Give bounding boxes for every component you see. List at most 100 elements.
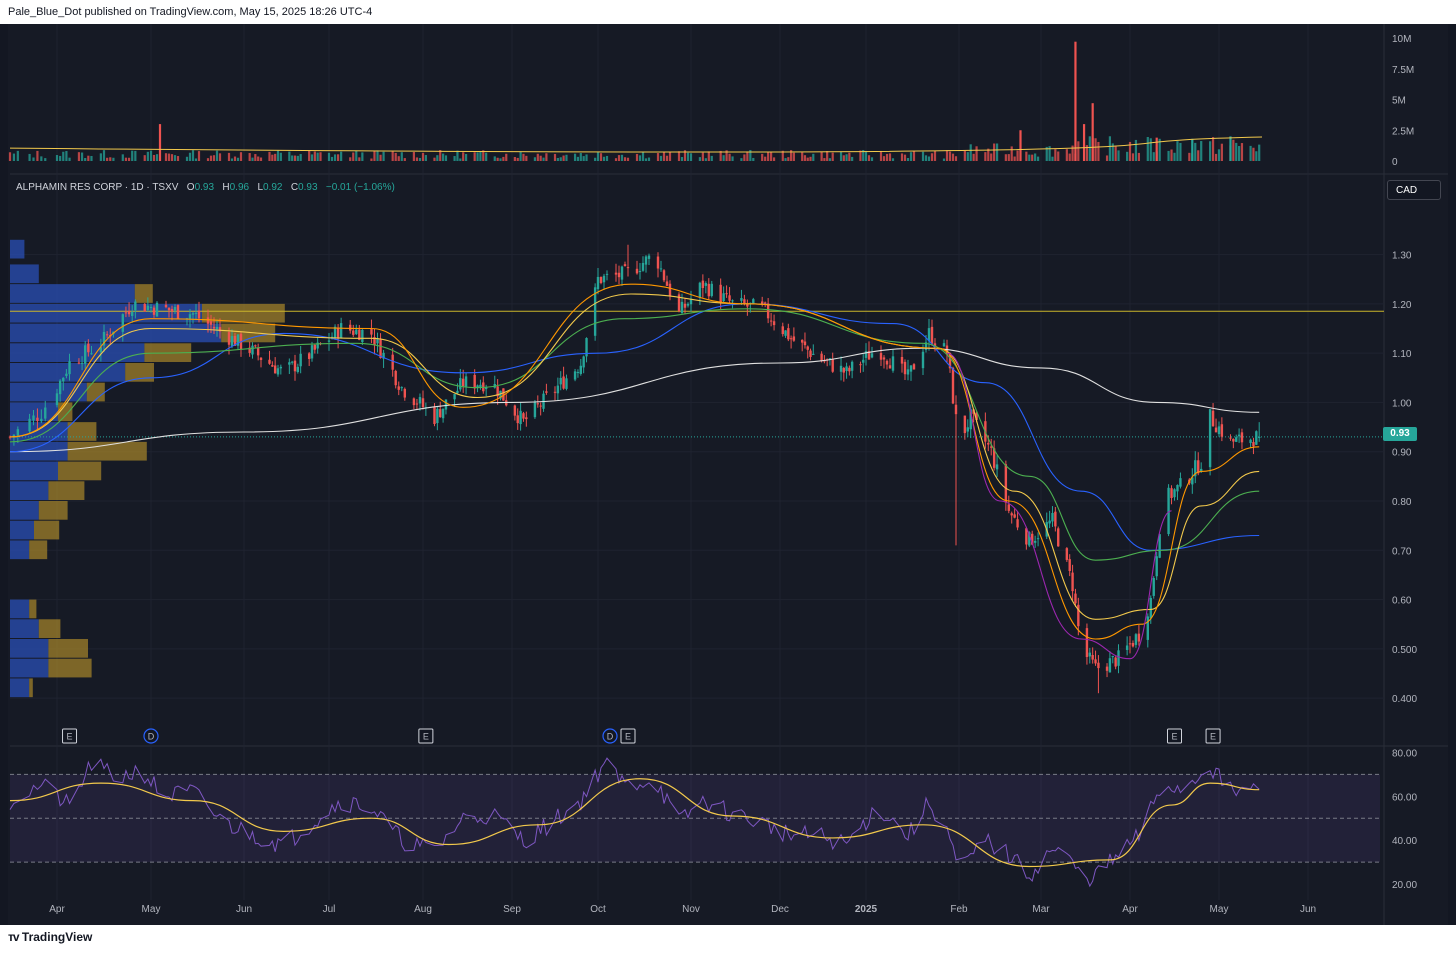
candle-down[interactable] — [496, 386, 499, 397]
candle-up[interactable] — [927, 328, 931, 342]
candle-up[interactable] — [891, 356, 895, 371]
candle-up[interactable] — [149, 306, 153, 308]
candle-down[interactable] — [1065, 548, 1069, 560]
candle-down[interactable] — [769, 320, 773, 322]
candle-up[interactable] — [845, 366, 848, 371]
candle-down[interactable] — [728, 295, 731, 301]
candle-down[interactable] — [668, 283, 672, 297]
candle-down[interactable] — [1091, 654, 1094, 660]
candle-down[interactable] — [707, 283, 710, 297]
candle-up[interactable] — [605, 273, 609, 275]
currency-button[interactable]: CAD — [1387, 180, 1441, 200]
candle-up[interactable] — [65, 373, 68, 376]
candle-down[interactable] — [912, 364, 916, 370]
candle-up[interactable] — [382, 352, 385, 359]
candle-up[interactable] — [16, 429, 20, 436]
candle-up[interactable] — [276, 368, 280, 375]
candle-down[interactable] — [545, 391, 548, 393]
candle-down[interactable] — [254, 345, 257, 347]
candle-up[interactable] — [146, 305, 150, 310]
candle-down[interactable] — [248, 347, 251, 353]
candle-down[interactable] — [124, 312, 128, 314]
candle-down[interactable] — [1094, 659, 1097, 664]
candle-down[interactable] — [176, 305, 180, 319]
candle-down[interactable] — [1170, 488, 1173, 498]
candle-up[interactable] — [559, 377, 562, 385]
candle-up[interactable] — [1033, 540, 1037, 543]
candle-down[interactable] — [683, 303, 687, 308]
candle-down[interactable] — [562, 376, 565, 389]
candle-down[interactable] — [349, 324, 352, 331]
candle-down[interactable] — [502, 388, 505, 401]
candle-down[interactable] — [882, 357, 886, 360]
candle-down[interactable] — [617, 272, 621, 278]
candle-down[interactable] — [394, 370, 397, 386]
candle-up[interactable] — [704, 283, 708, 286]
candle-down[interactable] — [1137, 633, 1141, 642]
candle-up[interactable] — [784, 330, 787, 336]
candle-up[interactable] — [641, 262, 645, 271]
candle-up[interactable] — [812, 353, 815, 355]
candle-up[interactable] — [188, 314, 192, 319]
candle-up[interactable] — [400, 387, 403, 389]
candle-down[interactable] — [397, 386, 400, 390]
candle-up[interactable] — [40, 418, 43, 422]
candle-up[interactable] — [418, 397, 422, 404]
candle-up[interactable] — [1217, 426, 1221, 435]
candle-up[interactable] — [906, 369, 910, 375]
candle-up[interactable] — [752, 299, 755, 305]
candle-down[interactable] — [209, 321, 213, 325]
candle-down[interactable] — [1232, 438, 1235, 442]
candle-up[interactable] — [339, 323, 343, 339]
candle-up[interactable] — [310, 345, 314, 359]
candle-down[interactable] — [421, 398, 425, 408]
candle-down[interactable] — [948, 353, 952, 369]
candle-down[interactable] — [1128, 643, 1132, 645]
candle-down[interactable] — [933, 343, 937, 347]
moving-average-line[interactable] — [9, 347, 1260, 453]
candle-down[interactable] — [614, 272, 618, 275]
candle-down[interactable] — [1010, 513, 1013, 516]
candle-up[interactable] — [1257, 436, 1261, 438]
candle-up[interactable] — [680, 301, 684, 314]
candle-up[interactable] — [689, 298, 693, 305]
candle-up[interactable] — [361, 329, 364, 343]
candle-down[interactable] — [233, 335, 237, 346]
candle-up[interactable] — [1028, 532, 1031, 546]
candle-down[interactable] — [256, 347, 260, 356]
candle-up[interactable] — [731, 300, 734, 302]
candle-down[interactable] — [1025, 528, 1028, 545]
moving-average-line[interactable] — [9, 308, 1260, 561]
candle-up[interactable] — [290, 361, 294, 363]
candle-down[interactable] — [656, 256, 660, 269]
candle-up[interactable] — [1125, 645, 1129, 650]
candle-up[interactable] — [12, 434, 16, 438]
candle-up[interactable] — [1167, 487, 1170, 535]
candle-down[interactable] — [536, 403, 539, 405]
candle-down[interactable] — [930, 326, 934, 344]
candle-up[interactable] — [456, 390, 459, 394]
candle-down[interactable] — [1054, 511, 1057, 527]
candle-up[interactable] — [316, 342, 319, 349]
candle-up[interactable] — [839, 365, 843, 372]
candle-down[interactable] — [665, 281, 669, 286]
candle-down[interactable] — [87, 343, 90, 353]
candle-up[interactable] — [966, 427, 969, 432]
candle-up[interactable] — [1155, 556, 1158, 577]
candle-down[interactable] — [105, 334, 109, 336]
candle-down[interactable] — [1211, 410, 1215, 427]
candle-up[interactable] — [1149, 597, 1152, 619]
candle-down[interactable] — [766, 303, 770, 319]
candle-up[interactable] — [710, 283, 713, 296]
candle-up[interactable] — [602, 275, 606, 283]
candle-down[interactable] — [842, 367, 846, 373]
candle-down[interactable] — [1197, 460, 1200, 474]
candle-down[interactable] — [1114, 657, 1117, 667]
candle-up[interactable] — [134, 301, 137, 311]
candle-up[interactable] — [68, 361, 71, 375]
candle-up[interactable] — [355, 329, 358, 335]
candle-up[interactable] — [850, 361, 854, 371]
candle-up[interactable] — [1191, 477, 1194, 485]
candle-down[interactable] — [167, 307, 171, 311]
candle-up[interactable] — [921, 351, 925, 369]
